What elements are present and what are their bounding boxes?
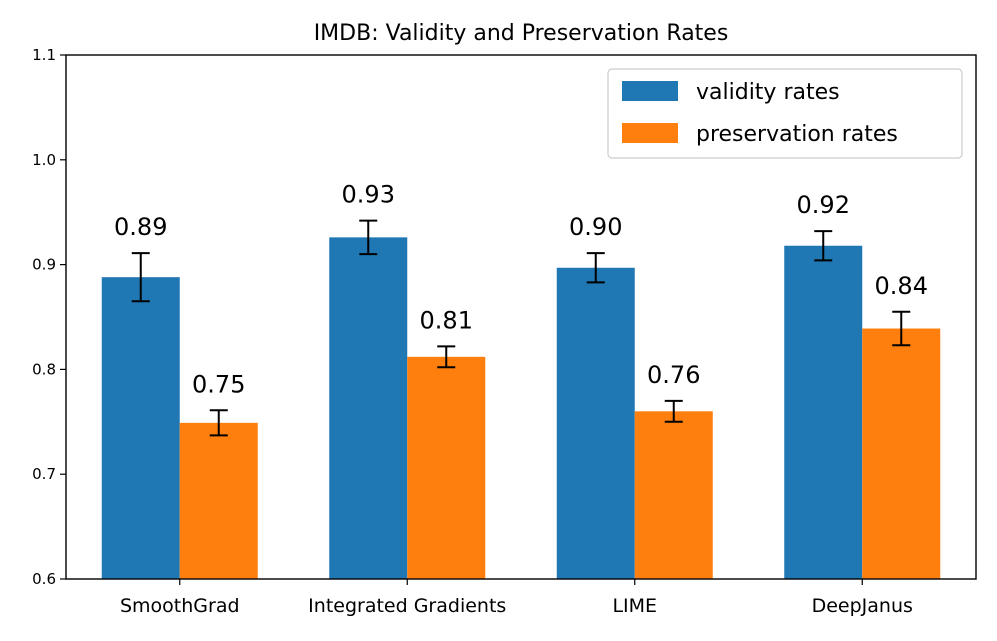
x-tick-label: SmoothGrad xyxy=(120,595,240,617)
legend-box xyxy=(607,68,963,159)
bar-validity-1 xyxy=(329,237,408,580)
bar-preservation-0 xyxy=(179,422,258,579)
legend-label: validity rates xyxy=(696,80,840,105)
y-tick-label: 0.9 xyxy=(32,256,56,274)
x-tick-label: DeepJanus xyxy=(812,595,913,617)
legend: validity rates preservation rates xyxy=(607,68,963,159)
data-label: 0.81 xyxy=(420,306,473,334)
x-tick-label: Integrated Gradients xyxy=(308,595,506,617)
plot-frame xyxy=(65,54,977,580)
data-label: 0.93 xyxy=(342,181,395,209)
legend-swatch-preservation xyxy=(622,123,678,143)
bar-preservation-2 xyxy=(634,411,713,579)
bar-preservation-1 xyxy=(407,356,486,579)
bars-layer: 0.89 0.75 0.93 0.81 0.90 0.76 0.92 0.84 xyxy=(101,181,941,580)
bar-preservation-3 xyxy=(862,328,941,579)
data-label: 0.90 xyxy=(569,213,622,241)
bar-validity-3 xyxy=(784,245,863,579)
bar-validity-2 xyxy=(556,267,635,579)
axes-layer: SmoothGrad Integrated Gradients LIME DeepJa… xyxy=(32,46,977,617)
y-tick-label: 1.0 xyxy=(32,151,56,169)
y-tick-label: 0.7 xyxy=(32,465,56,483)
data-label: 0.75 xyxy=(192,370,245,398)
legend-swatch-validity xyxy=(622,81,678,101)
bar-validity-0 xyxy=(101,277,180,579)
data-label: 0.84 xyxy=(875,272,928,300)
y-tick-label: 0.6 xyxy=(32,570,56,588)
chart-title: IMDB: Validity and Preservation Rates xyxy=(314,21,729,46)
data-label: 0.89 xyxy=(114,213,167,241)
data-label: 0.76 xyxy=(647,361,700,389)
y-tick-label: 0.8 xyxy=(32,360,56,378)
data-label: 0.92 xyxy=(797,191,850,219)
legend-label: preservation rates xyxy=(696,122,898,147)
x-tick-label: LIME xyxy=(612,595,657,617)
y-tick-label: 1.1 xyxy=(32,46,56,64)
